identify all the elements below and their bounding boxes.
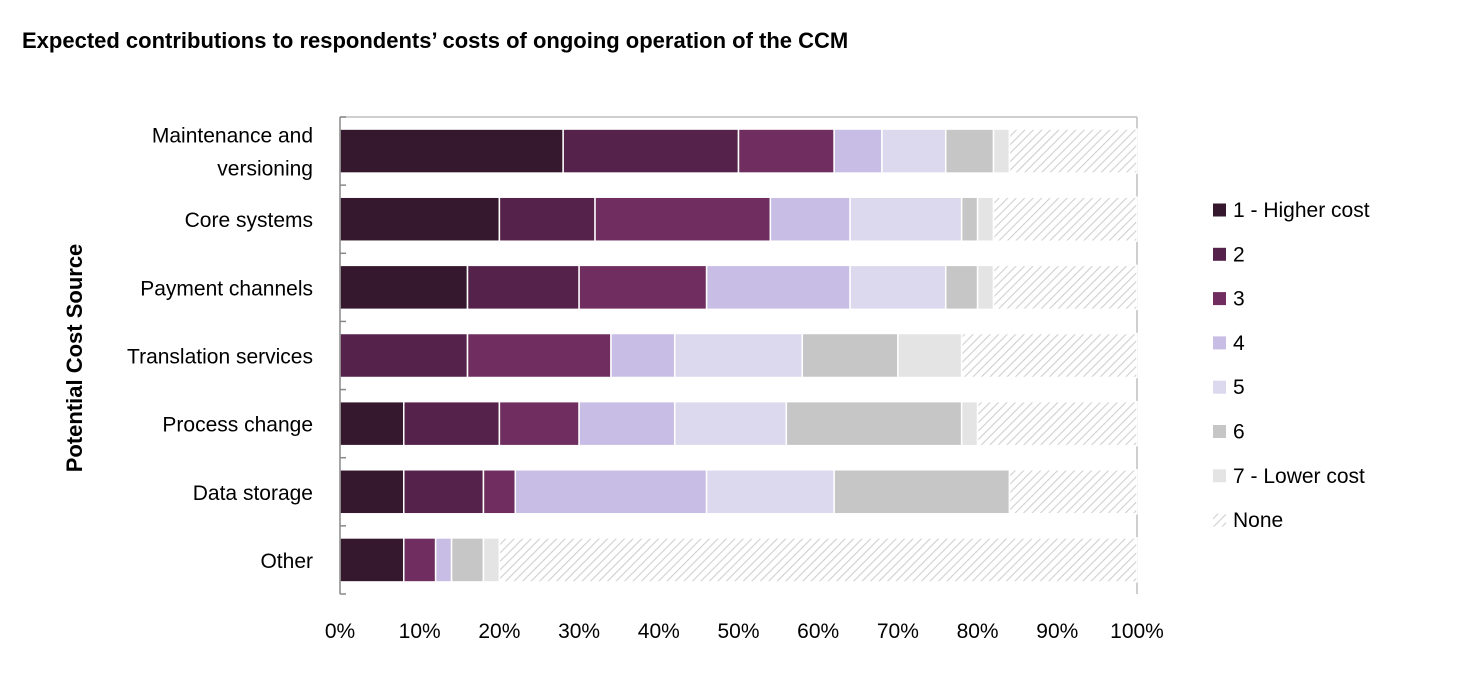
x-tick-label: 20% [478, 620, 520, 643]
legend-label: 1 - Higher cost [1233, 199, 1370, 222]
bar-segment [881, 128, 947, 174]
bar-segment [897, 332, 963, 379]
bar-segment [339, 400, 405, 447]
bar-segment [737, 128, 835, 174]
bar-segment [944, 128, 995, 174]
bar-segment [833, 128, 883, 174]
bar-segment [1008, 128, 1138, 174]
legend-swatch [1213, 425, 1226, 438]
legend-label: 4 [1233, 332, 1245, 355]
bar-segment [673, 332, 804, 379]
bar-segment [705, 469, 835, 515]
bar-segment [610, 332, 676, 379]
bar-segment [992, 128, 1011, 174]
bar-segment [1008, 469, 1138, 515]
bar-segment [482, 469, 517, 515]
bar-segment [482, 537, 501, 583]
bar-segment [992, 264, 1138, 311]
bar-segment [434, 537, 453, 583]
bar-segment [403, 537, 437, 583]
category-label: Data storage [193, 482, 313, 505]
bar-segment [514, 469, 708, 515]
x-tick-label: 30% [558, 620, 600, 643]
bar-segment [339, 332, 469, 379]
bar-segment [403, 469, 485, 515]
x-tick-label: 40% [638, 620, 680, 643]
bar-segment [339, 196, 501, 242]
bar-segment [450, 537, 485, 583]
legend-swatch [1213, 513, 1226, 527]
bar-segment [976, 196, 995, 242]
bar-segment [339, 469, 405, 515]
x-tick-label: 0% [325, 620, 355, 643]
bar-segment [578, 264, 708, 311]
bar-segment [498, 400, 580, 447]
chart-title: Expected contributions to respondents’ c… [22, 28, 849, 53]
bar-segment [498, 537, 1138, 583]
bar-segment [466, 264, 580, 311]
bar-segment [992, 196, 1138, 242]
legend-swatch [1213, 380, 1226, 394]
category-label: Maintenance and [152, 125, 313, 148]
bar-segment [785, 400, 963, 447]
x-tick-label: 80% [957, 620, 999, 643]
x-tick-label: 100% [1110, 620, 1164, 643]
legend-label: 3 [1233, 288, 1245, 311]
bar-segment [801, 332, 899, 379]
x-tick-label: 50% [717, 620, 759, 643]
category-label: Process change [162, 414, 313, 437]
bar-segment [594, 196, 772, 242]
category-label: Payment channels [140, 277, 313, 300]
legend-swatch [1213, 247, 1226, 261]
bar-segment [849, 264, 947, 311]
x-tick-label: 60% [797, 620, 839, 643]
legend-label: 5 [1233, 376, 1245, 399]
bar-segment [833, 469, 1011, 515]
legend-label: 7 - Lower cost [1233, 465, 1365, 488]
bar-segment [498, 196, 596, 242]
bar-segment [403, 400, 501, 447]
legend-label: None [1233, 509, 1283, 532]
legend-swatch [1213, 336, 1226, 350]
category-label: Translation services [127, 346, 313, 369]
bar-segment [673, 400, 788, 447]
x-tick-label: 10% [399, 620, 441, 643]
bar-segment [466, 332, 612, 379]
bar-segment [849, 196, 963, 242]
y-axis-label: Potential Cost Source [62, 244, 87, 473]
bar-segment [976, 400, 1138, 447]
bar-segment [705, 264, 851, 311]
bar-segment [578, 400, 676, 447]
bar-segment [944, 264, 979, 311]
bar-segment [960, 400, 979, 447]
legend-label: 2 [1233, 243, 1245, 266]
category-label: versioning [217, 158, 313, 181]
bar-segment [960, 196, 979, 242]
category-label: Core systems [185, 209, 313, 232]
legend-swatch [1213, 469, 1226, 483]
bar-segment [769, 196, 851, 242]
bar-segment [339, 128, 564, 174]
legend-label: 6 [1233, 421, 1245, 444]
bar-segment [339, 264, 469, 311]
bar-segment [339, 537, 405, 583]
bar-segment [562, 128, 740, 174]
category-label: Other [260, 550, 313, 573]
bar-segment [976, 264, 995, 311]
x-tick-label: 90% [1036, 620, 1078, 643]
legend-swatch [1213, 203, 1226, 217]
x-tick-label: 70% [877, 620, 919, 643]
legend-swatch [1213, 292, 1226, 306]
bar-segment [960, 332, 1138, 379]
